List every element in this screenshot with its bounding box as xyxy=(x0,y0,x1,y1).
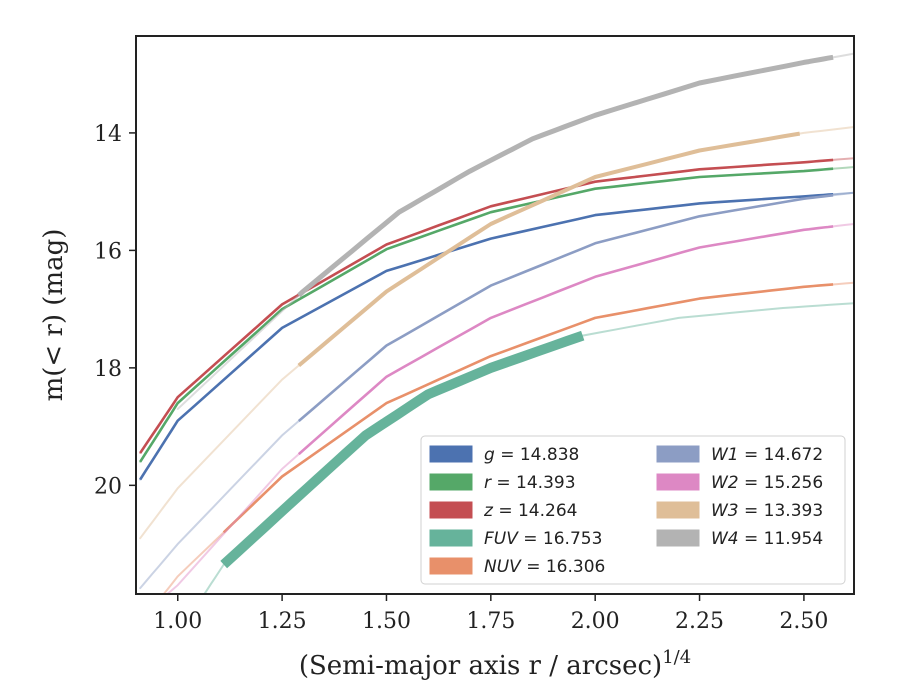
series-8-measured-line xyxy=(297,54,834,298)
x-tick-label: 2.00 xyxy=(571,609,620,634)
legend-swatch-4 xyxy=(429,557,473,575)
series-4 xyxy=(162,281,854,594)
series-2-extrapolated-line xyxy=(139,157,854,454)
plot-frame xyxy=(135,35,855,595)
x-axis-label: (Semi-major axis r / arcsec)1/4 xyxy=(299,647,691,681)
y-tick-label: 20 xyxy=(94,474,122,499)
legend-swatch-7 xyxy=(656,501,700,519)
series-2 xyxy=(139,157,854,454)
legend-label-6: W2 = 15.256 xyxy=(711,473,823,493)
legend-box xyxy=(420,435,846,585)
axis-ticks: 1.00 1.25 1.50 1.75 2.00 2.25 2.50 14 16 18 20 xyxy=(94,122,828,634)
legend-label-3: FUV = 16.753 xyxy=(484,529,602,549)
legend-swatch-5 xyxy=(656,445,700,463)
series-5 xyxy=(139,191,854,590)
series-3-measured-line xyxy=(220,330,585,569)
series-4-measured-line xyxy=(222,283,834,534)
y-tick-label: 18 xyxy=(94,357,122,382)
x-tick-label: 1.75 xyxy=(466,609,515,634)
x-tick-label: 2.25 xyxy=(675,609,724,634)
legend-swatch-0 xyxy=(429,445,473,463)
series-8 xyxy=(176,52,854,410)
legend-label-1: r = 14.393 xyxy=(484,473,576,493)
legend-label-0: g = 14.838 xyxy=(484,445,579,465)
series-7 xyxy=(139,126,854,540)
series-5-measured-line xyxy=(297,194,834,422)
series-6 xyxy=(165,223,854,594)
y-axis-label: m(< r) (mag) xyxy=(39,229,69,402)
series-2-measured-line xyxy=(139,158,834,454)
series-6-measured-line xyxy=(297,225,834,456)
legend-label-7: W3 = 13.393 xyxy=(711,501,823,521)
x-tick-label: 2.50 xyxy=(779,609,828,634)
series-7-measured-line xyxy=(297,131,801,368)
series-0 xyxy=(139,191,854,481)
legend-label-4: NUV = 16.306 xyxy=(484,557,605,577)
y-tick-label: 14 xyxy=(94,122,122,147)
legend-label-8: W4 = 11.954 xyxy=(711,529,823,549)
legend-swatch-3 xyxy=(429,529,473,547)
series-3 xyxy=(203,302,854,594)
legend-label-2: z = 14.264 xyxy=(483,501,577,521)
series-0-measured-line xyxy=(139,193,834,481)
plot-area xyxy=(139,52,854,594)
series-1 xyxy=(139,166,854,463)
legend-swatch-1 xyxy=(429,473,473,491)
legend-swatch-6 xyxy=(656,473,700,491)
x-tick-label: 1.00 xyxy=(153,609,202,634)
legend-label-5: W1 = 14.672 xyxy=(711,445,823,465)
legend: g = 14.838 r = 14.393 z = 14.264 FUV = 16.7… xyxy=(420,435,846,585)
x-tick-label: 1.25 xyxy=(258,609,307,634)
y-tick-label: 16 xyxy=(94,239,122,264)
legend-swatch-2 xyxy=(429,501,473,519)
series-1-measured-line xyxy=(139,167,834,463)
legend-swatch-8 xyxy=(656,529,700,547)
x-tick-label: 1.50 xyxy=(362,609,411,634)
